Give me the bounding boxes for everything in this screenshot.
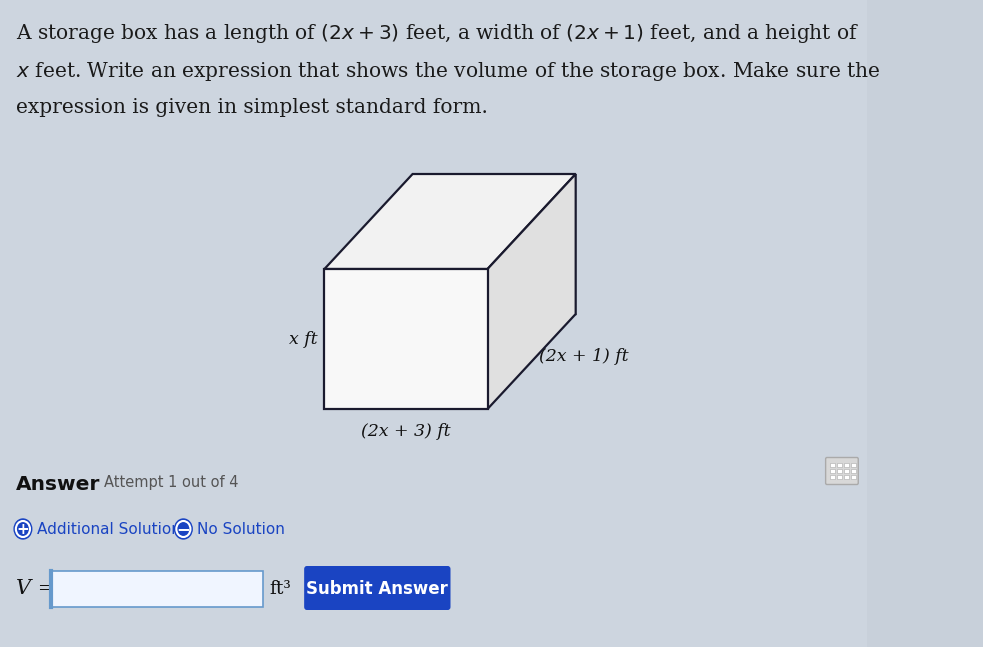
FancyBboxPatch shape	[304, 566, 450, 610]
Polygon shape	[324, 174, 576, 269]
Polygon shape	[324, 269, 488, 409]
Text: x ft: x ft	[289, 331, 318, 347]
FancyBboxPatch shape	[843, 463, 849, 467]
FancyBboxPatch shape	[830, 463, 835, 467]
FancyBboxPatch shape	[826, 457, 858, 485]
Text: $x$ feet. Write an expression that shows the volume of the storage box. Make sur: $x$ feet. Write an expression that shows…	[16, 60, 880, 83]
Text: Additional Solution: Additional Solution	[37, 521, 181, 536]
Polygon shape	[488, 174, 576, 409]
Text: Answer: Answer	[16, 475, 100, 494]
Text: A storage box has a length of $(2x + 3)$ feet, a width of $(2x + 1)$ feet, and a: A storage box has a length of $(2x + 3)$…	[16, 22, 859, 45]
Text: +: +	[17, 521, 29, 536]
Text: Submit Answer: Submit Answer	[307, 580, 448, 598]
FancyBboxPatch shape	[830, 469, 835, 473]
Circle shape	[14, 519, 31, 539]
FancyBboxPatch shape	[850, 475, 856, 479]
Text: −: −	[176, 520, 191, 538]
Circle shape	[175, 519, 193, 539]
Text: V =: V =	[16, 580, 55, 598]
FancyBboxPatch shape	[0, 0, 867, 647]
FancyBboxPatch shape	[830, 475, 835, 479]
Text: No Solution: No Solution	[198, 521, 285, 536]
FancyBboxPatch shape	[837, 463, 841, 467]
Text: (2x + 1) ft: (2x + 1) ft	[539, 348, 628, 365]
FancyBboxPatch shape	[843, 469, 849, 473]
Text: ft³: ft³	[269, 580, 292, 598]
FancyBboxPatch shape	[837, 469, 841, 473]
Text: Attempt 1 out of 4: Attempt 1 out of 4	[104, 475, 239, 490]
FancyBboxPatch shape	[843, 475, 849, 479]
FancyBboxPatch shape	[850, 463, 856, 467]
FancyBboxPatch shape	[51, 571, 262, 607]
Text: (2x + 3) ft: (2x + 3) ft	[361, 423, 451, 440]
FancyBboxPatch shape	[850, 469, 856, 473]
Text: expression is given in simplest standard form.: expression is given in simplest standard…	[16, 98, 488, 117]
FancyBboxPatch shape	[837, 475, 841, 479]
